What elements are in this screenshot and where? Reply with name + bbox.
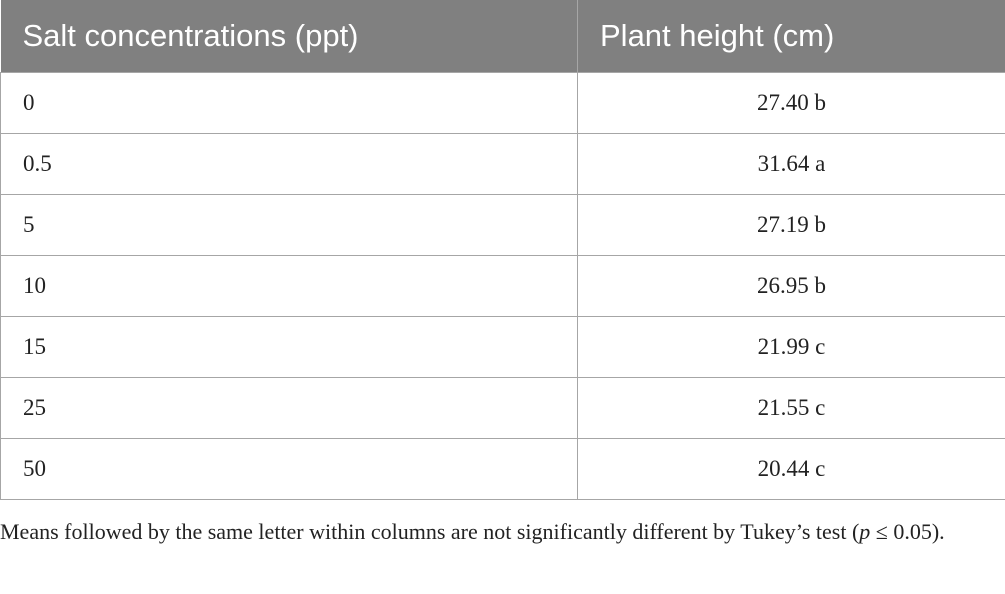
table-row: 50 20.44 c bbox=[0, 438, 1005, 500]
table-cell: 25 bbox=[0, 377, 578, 439]
header-cell: Salt concentrations (ppt) bbox=[0, 0, 578, 73]
table-cell: 5 bbox=[0, 194, 578, 256]
header-row: Salt concentrations (ppt) Plant height (… bbox=[0, 0, 1005, 73]
table-cell: 21.55 c bbox=[577, 377, 1005, 439]
table-cell: 0.5 bbox=[0, 133, 578, 195]
footnote-text: ≤ 0.05). bbox=[870, 519, 945, 544]
header-cell: Plant height (cm) bbox=[577, 0, 1005, 73]
table-cell: 50 bbox=[0, 438, 578, 500]
table-row: 5 27.19 b bbox=[0, 194, 1005, 256]
data-table: Salt concentrations (ppt) Plant height (… bbox=[0, 0, 1005, 500]
table-cell: 0 bbox=[0, 72, 578, 134]
table-row: 15 21.99 c bbox=[0, 316, 1005, 378]
table-cell: 27.40 b bbox=[577, 72, 1005, 134]
table-cell: 10 bbox=[0, 255, 578, 317]
footnote-text: Means followed by the same letter within… bbox=[0, 519, 860, 544]
table-cell: 15 bbox=[0, 316, 578, 378]
table-row: 0 27.40 b bbox=[0, 72, 1005, 134]
table-row: 0.5 31.64 a bbox=[0, 133, 1005, 195]
table-cell: 27.19 b bbox=[577, 194, 1005, 256]
footnote: Means followed by the same letter within… bbox=[0, 512, 1000, 551]
table-cell: 31.64 a bbox=[577, 133, 1005, 195]
table-cell: 21.99 c bbox=[577, 316, 1005, 378]
table-row: 10 26.95 b bbox=[0, 255, 1005, 317]
footnote-italic: p bbox=[859, 519, 871, 544]
table-row: 25 21.55 c bbox=[0, 377, 1005, 439]
table-cell: 20.44 c bbox=[577, 438, 1005, 500]
table-cell: 26.95 b bbox=[577, 255, 1005, 317]
